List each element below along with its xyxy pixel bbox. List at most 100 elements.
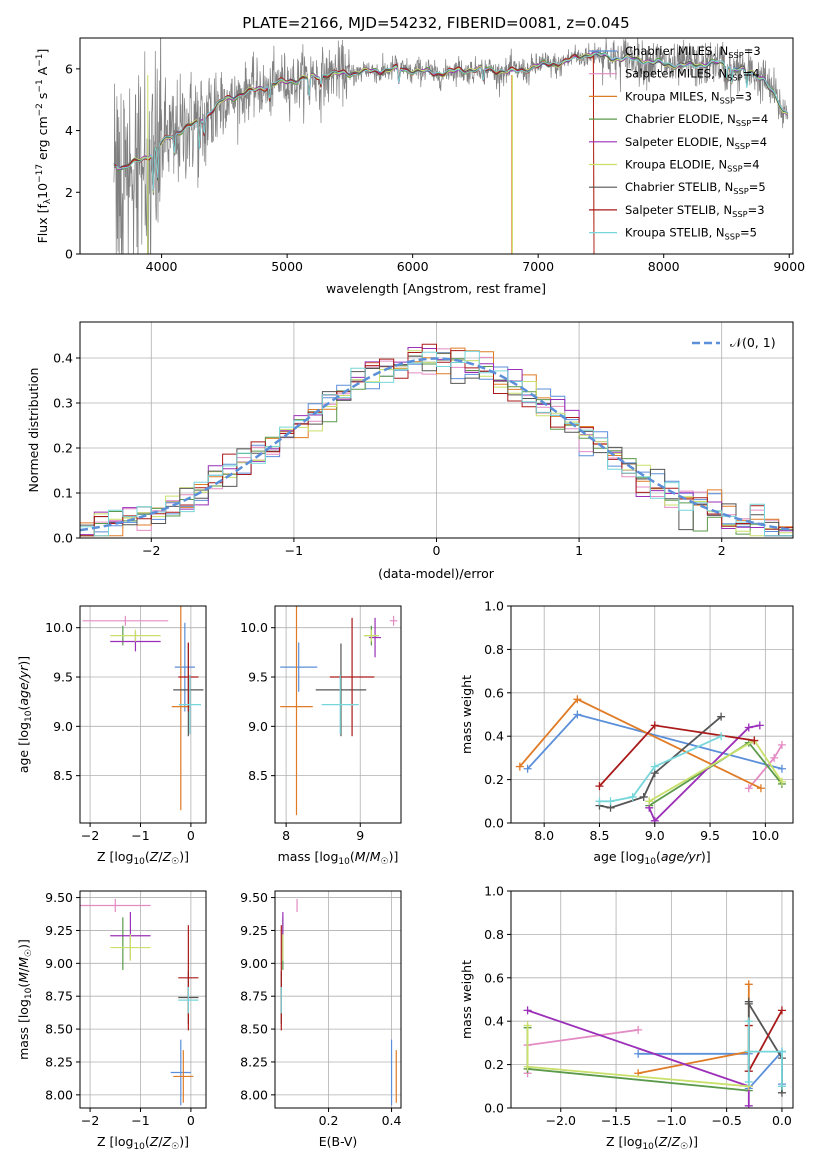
x-tick-label: −1.5	[601, 1113, 631, 1128]
weight-marker	[634, 1049, 643, 1058]
errorbar-salpeter_stelib	[178, 925, 199, 1031]
y-tick-label: 8.50	[45, 1022, 73, 1037]
weight-marker	[573, 710, 582, 719]
spectrum-legend: Chabrier MILES, NSSP=3 Salpeter MILES, NS…	[589, 44, 768, 242]
x-tick-label: 0.0	[772, 1113, 792, 1128]
weight-marker	[756, 784, 765, 793]
mass_vs_ebv-plot-area	[275, 891, 401, 1108]
x-axis-label: (data-model)/error	[378, 566, 495, 581]
y-tick-label: 0.8	[484, 642, 504, 657]
y-tick-label: 0.0	[53, 531, 73, 546]
weight-marker	[744, 1077, 753, 1086]
y-tick-label: 9.0	[248, 719, 268, 734]
weight-marker	[777, 1082, 786, 1091]
x-tick-label: 8.5	[590, 828, 610, 843]
residuals-plot-area	[80, 322, 793, 538]
weight-marker	[777, 740, 786, 749]
errorbar-chabrier_stelib	[315, 643, 367, 737]
weight-marker	[744, 1017, 753, 1026]
weight-series-chabrier_elodie	[645, 738, 786, 810]
errorbar-salpeter_miles	[389, 615, 398, 626]
mass_vs_z-axes-frame	[79, 890, 207, 1109]
x-tick-label: 10.0	[751, 828, 779, 843]
weight-series-chabrier_miles	[523, 710, 786, 773]
y-tick-label: 0.0	[484, 1101, 504, 1116]
weight-series-kroupa_miles	[515, 695, 765, 793]
y-tick-label: 9.50	[45, 890, 73, 905]
errorbar-kroupa_elodie	[363, 629, 379, 642]
x-tick-label: 8000	[648, 259, 680, 274]
x-axis-label: Z [log10(Z/Z☉)]	[97, 849, 189, 867]
y-tick-label: 9.0	[53, 719, 73, 734]
weight-marker	[717, 732, 726, 741]
weight-series-salpeter_miles	[744, 740, 786, 793]
y-tick-label: 8.50	[240, 1022, 268, 1037]
legend-entry: Chabrier STELIB, NSSP=5	[625, 180, 766, 196]
weight-series-salpeter_elodie	[645, 721, 764, 823]
y-tick-label: 0.2	[53, 441, 73, 456]
errorbar-kroupa_elodie	[110, 629, 161, 642]
weight-series-kroupa_miles	[634, 980, 753, 1078]
y-tick-label: 8.75	[45, 989, 73, 1004]
y-tick-label: 1.0	[484, 599, 504, 614]
x-tick-label: 9000	[773, 259, 805, 274]
y-tick-label: 0.4	[484, 729, 504, 744]
weight-marker	[777, 1047, 786, 1056]
x-tick-label: 0	[187, 828, 195, 843]
x-axis-label: age [log10(age/yr)]	[593, 849, 710, 867]
legend-entry: Salpeter STELIB, NSSP=3	[625, 203, 765, 219]
weight-series-kroupa_stelib	[595, 732, 726, 806]
weight-marker	[744, 980, 753, 989]
errorbar-salpeter_miles	[80, 898, 151, 913]
errorbar-salpeter_miles	[82, 615, 169, 626]
x-tick-label: 9.0	[645, 828, 665, 843]
weight-marker	[606, 797, 615, 806]
x-tick-label: −1	[285, 543, 303, 558]
weight-marker	[639, 792, 648, 801]
y-tick-label: 8.5	[53, 768, 73, 783]
weight-marker	[650, 721, 659, 730]
y-axis-label: Normed distribution	[26, 368, 41, 493]
x-tick-label: 2	[718, 543, 726, 558]
y-tick-label: 9.25	[240, 923, 268, 938]
y-tick-label: 10.0	[45, 620, 73, 635]
y-tick-label: 8.00	[240, 1087, 268, 1102]
weight-marker	[744, 1101, 753, 1108]
legend-entry: Kroupa MILES, NSSP=3	[625, 89, 752, 105]
x-tick-label: −1.0	[656, 1113, 686, 1128]
y-tick-label: 0.2	[484, 1057, 504, 1072]
weight-marker	[777, 1006, 786, 1015]
errorbar-kroupa_stelib	[178, 675, 201, 735]
x-axis-label: wavelength [Angstrom, rest frame]	[326, 281, 546, 296]
x-tick-label: 0.4	[382, 1113, 402, 1128]
mass_vs_ebv-axes-frame	[274, 890, 402, 1109]
x-axis-label: mass [log10(M/M☉)]	[278, 849, 399, 867]
weight-marker	[770, 753, 779, 762]
x-tick-label: 8.0	[534, 828, 554, 843]
x-tick-label: 0.2	[319, 1113, 339, 1128]
y-tick-label: 9.50	[240, 890, 268, 905]
gaussian-curve	[80, 357, 793, 532]
y-tick-label: 0.6	[484, 970, 504, 985]
legend-entry: Kroupa STELIB, NSSP=5	[625, 226, 757, 242]
errorbar-kroupa_miles	[280, 606, 313, 816]
y-axis-label: mass [log10(M/M☉)]	[16, 939, 34, 1060]
x-axis-label: E(B-V)	[319, 1134, 358, 1149]
weight-marker	[777, 777, 786, 786]
legend-entry: Kroupa ELODIE, NSSP=4	[625, 158, 760, 174]
weight-marker	[523, 764, 532, 773]
errorbar-kroupa_elodie	[110, 934, 151, 961]
errorbar-kroupa_miles	[173, 1050, 194, 1103]
weight-marker	[744, 723, 753, 732]
x-tick-label: 7000	[522, 259, 554, 274]
weight-marker	[595, 797, 604, 806]
y-tick-label: 0.4	[53, 351, 73, 366]
weight-marker	[744, 999, 753, 1008]
legend-entry: Salpeter MILES, NSSP=4	[625, 67, 760, 83]
weight_vs_age-plot-area	[511, 606, 793, 823]
weight-series-kroupa_stelib	[744, 1017, 786, 1091]
y-tick-label: 0.3	[53, 396, 73, 411]
y-axis-label: age [log10(age/yr)]	[16, 656, 34, 773]
y-axis-label: mass weight	[459, 675, 474, 754]
